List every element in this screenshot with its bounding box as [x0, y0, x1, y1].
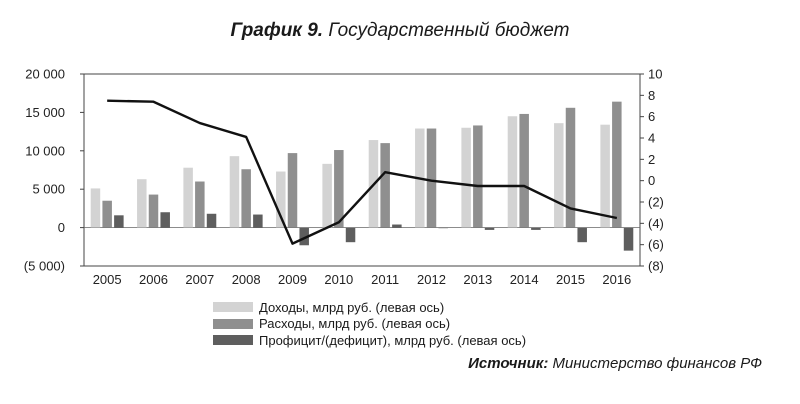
- left-axis-label: 5 000: [32, 182, 65, 197]
- expense-bar: [102, 200, 112, 228]
- expense-bar: [148, 194, 159, 228]
- balance-bar: [531, 227, 541, 230]
- left-axis-label: 10 000: [25, 143, 65, 158]
- x-axis-label: 2015: [556, 272, 585, 287]
- right-axis-label: 2: [648, 152, 655, 167]
- x-axis-label: 2011: [371, 272, 399, 287]
- right-axis-label: 4: [648, 131, 655, 146]
- balance-bar: [206, 213, 217, 228]
- revenue-bar: [600, 124, 610, 228]
- balance-bar: [299, 227, 309, 246]
- chart-legend: Доходы, млрд руб. (левая ось) Расходы, м…: [213, 299, 526, 349]
- expense-bar: [195, 181, 205, 228]
- expense-bar: [380, 143, 390, 228]
- chart-title-number: График 9.: [230, 20, 324, 41]
- expense-bar: [241, 169, 251, 228]
- balance-bar: [623, 227, 634, 251]
- balance-percent-line: [107, 99, 618, 245]
- source-text: Министерство финансов РФ: [552, 355, 762, 372]
- plot-frame: [83, 73, 641, 267]
- revenue-bar: [229, 156, 240, 228]
- balance-bar: [484, 227, 495, 230]
- right-axis-label: (8): [648, 259, 664, 274]
- legend-swatch-balance: [213, 335, 253, 345]
- left-axis-label: 15 000: [25, 105, 65, 120]
- x-axis-label: 2013: [463, 272, 492, 287]
- legend-label-revenue: Доходы, млрд руб. (левая ось): [259, 299, 445, 315]
- balance-bar: [114, 215, 124, 228]
- balance-bar: [253, 214, 263, 228]
- expense-bar: [473, 125, 483, 228]
- x-axis-label: 2007: [185, 272, 214, 287]
- x-axis-label: 2010: [324, 272, 353, 287]
- source-label: Источник:: [468, 355, 549, 372]
- right-axis-label: 0: [648, 173, 655, 188]
- legend-item-expense: Расходы, млрд руб. (левая ось): [213, 316, 526, 332]
- legend-swatch-revenue: [213, 302, 253, 312]
- balance-bar: [438, 227, 448, 229]
- legend-item-balance: Профицит/(дефицит), млрд руб. (левая ось…: [213, 332, 526, 348]
- balance-bar: [345, 227, 356, 243]
- revenue-bar: [183, 167, 193, 228]
- legend-label-expense: Расходы, млрд руб. (левая ось): [259, 316, 451, 331]
- x-axis-label: 2006: [139, 272, 168, 287]
- expense-bar: [426, 128, 437, 228]
- chart-title-text: Государственный бюджет: [328, 20, 570, 41]
- legend-item-revenue: Доходы, млрд руб. (левая ось): [213, 299, 526, 315]
- balance-bar: [577, 227, 587, 243]
- left-axis-label: (5 000): [24, 259, 65, 274]
- revenue-bar: [554, 123, 564, 228]
- x-axis-label: 2008: [232, 272, 261, 287]
- expense-bar: [287, 153, 298, 228]
- revenue-bar: [322, 163, 332, 228]
- revenue-bar: [461, 127, 471, 228]
- source-note: Источник: Министерство финансов РФ: [468, 355, 762, 372]
- x-axis-label: 2014: [510, 272, 539, 287]
- left-axis-label: 0: [58, 220, 65, 235]
- right-axis-label: 6: [648, 109, 655, 124]
- budget-chart: (5 000) 0 5 000 10 000 15 000 20 000 (8) (6) (4)…: [24, 67, 664, 288]
- revenue-bar: [507, 116, 518, 228]
- right-axis-label: 8: [648, 88, 655, 103]
- legend-label-balance: Профицит/(дефицит), млрд руб. (левая ось…: [259, 332, 527, 348]
- revenue-bar: [276, 171, 286, 228]
- x-axis-label: 2005: [93, 272, 122, 287]
- expense-bar: [612, 101, 622, 228]
- x-axis-label: 2016: [602, 272, 631, 287]
- expense-bar: [334, 150, 344, 228]
- revenue-bar: [90, 188, 101, 228]
- revenue-bar: [137, 179, 147, 228]
- right-axis-label: 10: [648, 67, 662, 82]
- balance-bar: [160, 212, 170, 228]
- right-axis-label: (6): [648, 237, 664, 252]
- balance-bar: [392, 224, 402, 228]
- left-axis-label: 20 000: [25, 67, 65, 82]
- legend-swatch-expense: [213, 318, 253, 329]
- x-axis-label: 2012: [417, 272, 446, 287]
- chart-title: График 9. Государственный бюджет: [0, 20, 800, 42]
- right-axis-label: (4): [648, 216, 664, 231]
- right-axis-label: (2): [648, 195, 664, 210]
- expense-bar: [565, 107, 576, 228]
- expense-bar: [519, 113, 529, 228]
- x-axis-label: 2009: [278, 272, 307, 287]
